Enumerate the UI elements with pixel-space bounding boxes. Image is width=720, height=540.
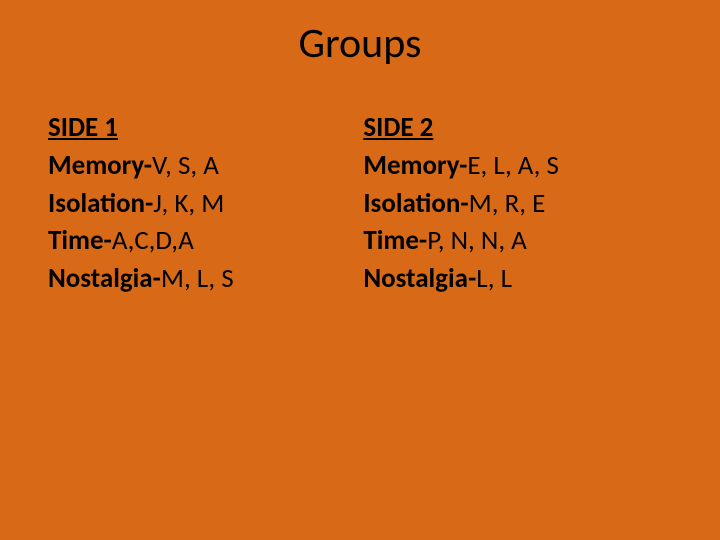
group-values: P, N, N, A [427, 224, 527, 257]
group-label: Time- [48, 224, 112, 257]
group-row: Isolation-M, R, E [363, 185, 680, 223]
group-label: Nostalgia- [48, 262, 161, 295]
group-values: V, S, A [152, 149, 219, 182]
columns-container: SIDE 1 Memory-V, S, A Isolation-J, K, M … [0, 109, 720, 298]
group-row: Memory-E, L, A, S [363, 147, 680, 185]
column-side-1: SIDE 1 Memory-V, S, A Isolation-J, K, M … [48, 109, 351, 298]
heading-text: SIDE 2 [363, 111, 433, 144]
group-label: Memory- [48, 149, 152, 182]
group-row: Nostalgia-L, L [363, 260, 680, 298]
group-values: A,C,D,A [112, 224, 194, 257]
group-values: M, L, S [161, 262, 234, 295]
group-label: Memory- [363, 149, 467, 182]
group-label: Time- [363, 224, 427, 257]
group-values: L, L [476, 262, 512, 295]
group-label: Isolation- [48, 187, 153, 220]
group-label: Isolation- [363, 187, 468, 220]
group-row: Memory-V, S, A [48, 147, 351, 185]
group-row: Time-P, N, N, A [363, 222, 680, 260]
column-heading: SIDE 1 [48, 109, 351, 147]
group-row: Time-A,C,D,A [48, 222, 351, 260]
heading-text: SIDE 1 [48, 111, 118, 144]
group-row: Nostalgia-M, L, S [48, 260, 351, 298]
group-values: J, K, M [153, 187, 224, 220]
slide-title: Groups [0, 0, 720, 109]
column-side-2: SIDE 2 Memory-E, L, A, S Isolation-M, R,… [351, 109, 680, 298]
group-row: Isolation-J, K, M [48, 185, 351, 223]
column-heading: SIDE 2 [363, 109, 680, 147]
group-values: M, R, E [469, 187, 546, 220]
group-label: Nostalgia- [363, 262, 476, 295]
group-values: E, L, A, S [467, 149, 559, 182]
